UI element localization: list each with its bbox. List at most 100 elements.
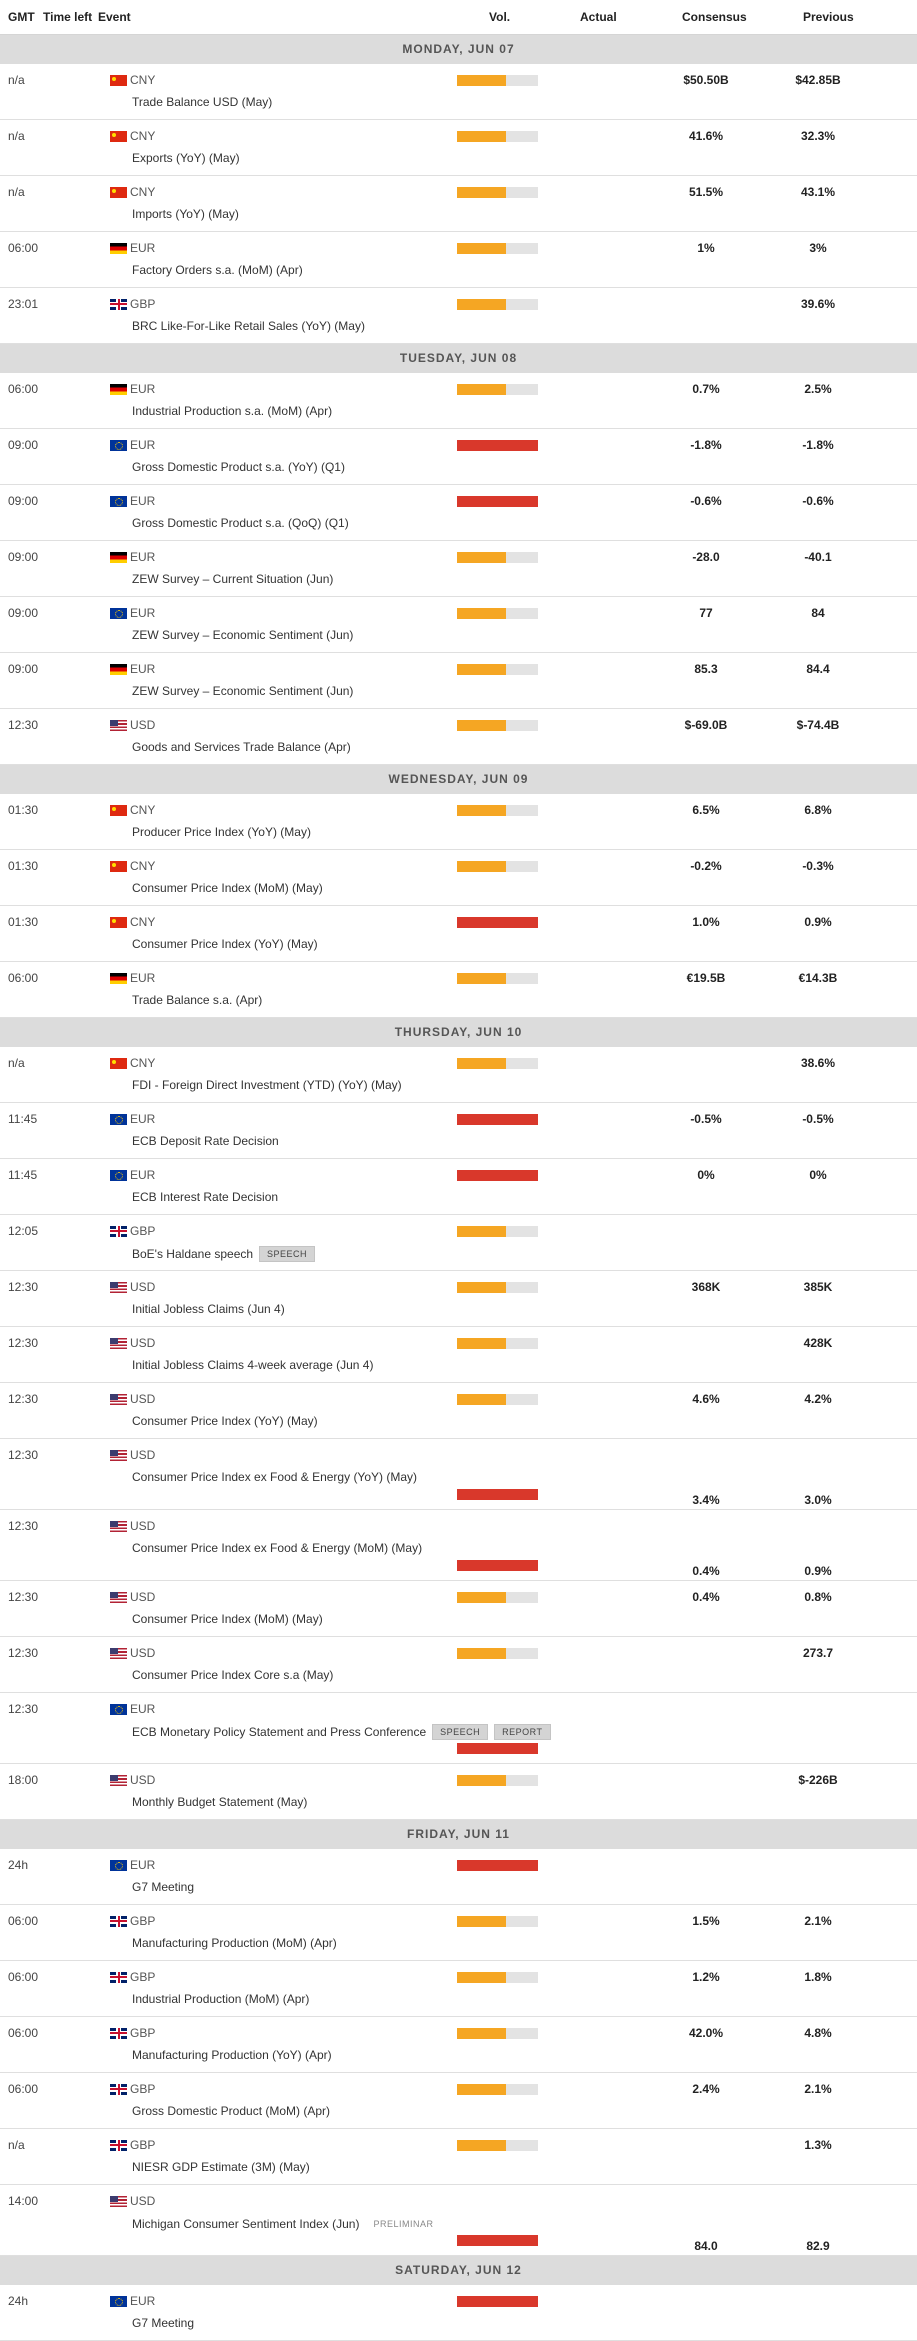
event-link[interactable]: Trade Balance USD (May) <box>132 95 273 109</box>
event-link[interactable]: Consumer Price Index (MoM) (May) <box>132 1612 323 1626</box>
event-link[interactable]: Monthly Budget Statement (May) <box>132 1795 308 1809</box>
event-currency: CNY <box>110 129 155 143</box>
event-row[interactable]: 12:30 USD Consumer Price Index (MoM) (May)… <box>0 1581 917 1637</box>
event-link[interactable]: Consumer Price Index (YoY) (May) <box>132 937 318 951</box>
consensus-value: 4.6% <box>692 1392 720 1406</box>
event-row[interactable]: n/a CNY FDI - Foreign Direct Investment (Y… <box>0 1047 917 1103</box>
event-link[interactable]: Consumer Price Index ex Food & Energy (Y… <box>132 1470 418 1484</box>
event-row[interactable]: 12:30 EUR ECB Monetary Policy Statement an… <box>0 1693 917 1764</box>
eu-flag-icon <box>110 1169 127 1181</box>
event-link[interactable]: Manufacturing Production (MoM) (Apr) <box>132 1936 337 1950</box>
event-row[interactable]: 12:05 GBP BoE's Haldane speech SPEECH <box>0 1215 917 1271</box>
event-row[interactable]: n/a GBP NIESR GDP Estimate (3M) (May) 1.3% <box>0 2129 917 2185</box>
event-link[interactable]: Consumer Price Index ex Food & Energy (M… <box>132 1541 423 1555</box>
event-row[interactable]: 01:30 CNY Consumer Price Index (YoY) (May)… <box>0 906 917 962</box>
event-link[interactable]: BRC Like-For-Like Retail Sales (YoY) (Ma… <box>132 319 365 333</box>
event-link[interactable]: ZEW Survey – Economic Sentiment (Jun) <box>132 684 354 698</box>
event-row[interactable]: 09:00 EUR Gross Domestic Product s.a. (YoY… <box>0 429 917 485</box>
event-link[interactable]: ECB Interest Rate Decision <box>132 1190 279 1204</box>
event-row[interactable]: 12:30 USD Consumer Price Index Core s.a (M… <box>0 1637 917 1693</box>
event-link[interactable]: ZEW Survey – Economic Sentiment (Jun) <box>132 628 354 642</box>
event-link[interactable]: Initial Jobless Claims (Jun 4) <box>132 1302 285 1316</box>
event-name: Consumer Price Index Core s.a (May) <box>132 1668 333 1682</box>
volatility-bar <box>457 1592 538 1603</box>
event-row[interactable]: 09:00 EUR Gross Domestic Product s.a. (QoQ… <box>0 485 917 541</box>
volatility-bar <box>457 1394 538 1405</box>
currency-code: CNY <box>130 129 156 143</box>
event-row[interactable]: 24h EUR G7 Meeting <box>0 2285 917 2341</box>
event-row[interactable]: 12:30 USD Consumer Price Index ex Food & E… <box>0 1510 917 1581</box>
event-link[interactable]: Industrial Production (MoM) (Apr) <box>132 1992 310 2006</box>
consensus-column-header[interactable]: Consensus <box>682 10 747 24</box>
previous-value: -0.5% <box>802 1112 834 1126</box>
event-row[interactable]: 09:00 EUR ZEW Survey – Economic Sentiment … <box>0 653 917 709</box>
event-link[interactable]: Michigan Consumer Sentiment Index (Jun) <box>132 2217 360 2231</box>
event-row[interactable]: 06:00 GBP Gross Domestic Product (MoM) (Ap… <box>0 2073 917 2129</box>
event-link[interactable]: Goods and Services Trade Balance (Apr) <box>132 740 351 754</box>
event-row[interactable]: 12:30 USD Goods and Services Trade Balance… <box>0 709 917 765</box>
event-link[interactable]: Trade Balance s.a. (Apr) <box>132 993 263 1007</box>
event-row[interactable]: 09:00 EUR ZEW Survey – Current Situation (… <box>0 541 917 597</box>
event-row[interactable]: 06:00 GBP Manufacturing Production (YoY) (… <box>0 2017 917 2073</box>
event-row[interactable]: 06:00 EUR Industrial Production s.a. (MoM)… <box>0 373 917 429</box>
event-link[interactable]: FDI - Foreign Direct Investment (YTD) (Y… <box>132 1078 402 1092</box>
event-link[interactable]: Gross Domestic Product (MoM) (Apr) <box>132 2104 331 2118</box>
event-row[interactable]: 11:45 EUR ECB Deposit Rate Decision -0.5% -0… <box>0 1103 917 1159</box>
vol-column-header[interactable]: Vol. <box>489 10 511 24</box>
consensus-value: 0.4% <box>692 1590 720 1604</box>
event-column-header[interactable]: Event <box>98 10 131 24</box>
gmt-column-header[interactable]: GMT <box>8 10 35 24</box>
consensus-value: 1.5% <box>692 1914 720 1928</box>
event-row[interactable]: 06:00 EUR Trade Balance s.a. (Apr) €19.5B €1… <box>0 962 917 1018</box>
event-time: 18:00 <box>8 1773 39 1787</box>
event-link[interactable]: Consumer Price Index Core s.a (May) <box>132 1668 334 1682</box>
event-link[interactable]: ZEW Survey – Current Situation (Jun) <box>132 572 334 586</box>
event-row[interactable]: 01:30 CNY Consumer Price Index (MoM) (May)… <box>0 850 917 906</box>
event-link[interactable]: Consumer Price Index (YoY) (May) <box>132 1414 318 1428</box>
event-link[interactable]: Imports (YoY) (May) <box>132 207 239 221</box>
event-row[interactable]: 18:00 USD Monthly Budget Statement (May) $-… <box>0 1764 917 1820</box>
event-row[interactable]: 06:00 GBP Industrial Production (MoM) (Apr… <box>0 1961 917 2017</box>
event-tag-speech[interactable]: SPEECH <box>259 1246 316 1262</box>
time-left-column-header[interactable]: Time left <box>43 10 93 24</box>
event-link[interactable]: Gross Domestic Product s.a. (QoQ) (Q1) <box>132 516 349 530</box>
event-row[interactable]: 12:30 USD Consumer Price Index (YoY) (May)… <box>0 1383 917 1439</box>
event-link[interactable]: Gross Domestic Product s.a. (YoY) (Q1) <box>132 460 345 474</box>
event-link[interactable]: Factory Orders s.a. (MoM) (Apr) <box>132 263 303 277</box>
event-link[interactable]: G7 Meeting <box>132 2316 195 2330</box>
event-row[interactable]: n/a CNY Exports (YoY) (May) 41.6% 32.3% <box>0 120 917 176</box>
event-link[interactable]: G7 Meeting <box>132 1880 195 1894</box>
event-link[interactable]: Exports (YoY) (May) <box>132 151 240 165</box>
event-link[interactable]: NIESR GDP Estimate (3M) (May) <box>132 2160 310 2174</box>
previous-value: 32.3% <box>800 129 836 143</box>
event-link[interactable]: ECB Deposit Rate Decision <box>132 1134 279 1148</box>
event-row[interactable]: 12:30 USD Initial Jobless Claims 4-week av… <box>0 1327 917 1383</box>
event-row[interactable]: 06:00 GBP Manufacturing Production (MoM) (… <box>0 1905 917 1961</box>
previous-value: $-226B <box>798 1773 838 1787</box>
event-link[interactable]: Initial Jobless Claims 4-week average (J… <box>132 1358 374 1372</box>
event-row[interactable]: n/a CNY Imports (YoY) (May) 51.5% 43.1% <box>0 176 917 232</box>
event-link[interactable]: Manufacturing Production (YoY) (Apr) <box>132 2048 332 2062</box>
event-link[interactable]: Producer Price Index (YoY) (May) <box>132 825 311 839</box>
event-row[interactable]: 11:45 EUR ECB Interest Rate Decision 0% 0% <box>0 1159 917 1215</box>
event-row[interactable]: 23:01 GBP BRC Like-For-Like Retail Sales (… <box>0 288 917 344</box>
event-link[interactable]: BoE's Haldane speech <box>132 1247 254 1261</box>
event-tag-speech[interactable]: SPEECH <box>432 1724 489 1740</box>
event-row[interactable]: 06:00 EUR Factory Orders s.a. (MoM) (Apr) 1… <box>0 232 917 288</box>
event-row[interactable]: 01:30 CNY Producer Price Index (YoY) (May)… <box>0 794 917 850</box>
event-link[interactable]: Industrial Production s.a. (MoM) (Apr) <box>132 404 333 418</box>
event-row[interactable]: 24h EUR G7 Meeting <box>0 1849 917 1905</box>
volatility-bar <box>457 496 538 507</box>
event-row[interactable]: 12:30 USD Consumer Price Index ex Food & E… <box>0 1439 917 1510</box>
actual-column-header[interactable]: Actual <box>580 10 617 24</box>
event-link[interactable]: ECB Monetary Policy Statement and Press … <box>132 1725 427 1739</box>
event-row[interactable]: n/a CNY Trade Balance USD (May) $50.50B $42.… <box>0 64 917 120</box>
previous-column-header[interactable]: Previous <box>803 10 854 24</box>
event-row[interactable]: 09:00 EUR ZEW Survey – Economic Sentiment … <box>0 597 917 653</box>
event-row[interactable]: 12:30 USD Initial Jobless Claims (Jun 4) 36… <box>0 1271 917 1327</box>
preliminary-badge: PRELIMINAR <box>373 2219 434 2229</box>
event-tag-report[interactable]: REPORT <box>494 1724 551 1740</box>
event-row[interactable]: 14:00 USD Michigan Consumer Sentiment Inde… <box>0 2185 917 2256</box>
event-link[interactable]: Consumer Price Index (MoM) (May) <box>132 881 323 895</box>
